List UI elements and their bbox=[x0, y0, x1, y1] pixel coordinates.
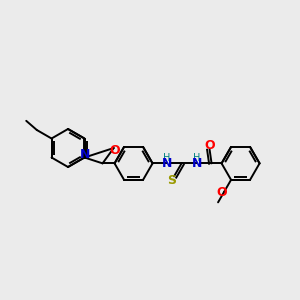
Text: N: N bbox=[161, 157, 172, 170]
Text: S: S bbox=[168, 174, 177, 187]
Text: O: O bbox=[110, 145, 120, 158]
Text: N: N bbox=[80, 148, 91, 161]
Text: N: N bbox=[191, 157, 202, 170]
Text: O: O bbox=[217, 186, 227, 200]
Text: H: H bbox=[163, 153, 170, 164]
Text: O: O bbox=[204, 139, 215, 152]
Text: H: H bbox=[193, 153, 200, 164]
